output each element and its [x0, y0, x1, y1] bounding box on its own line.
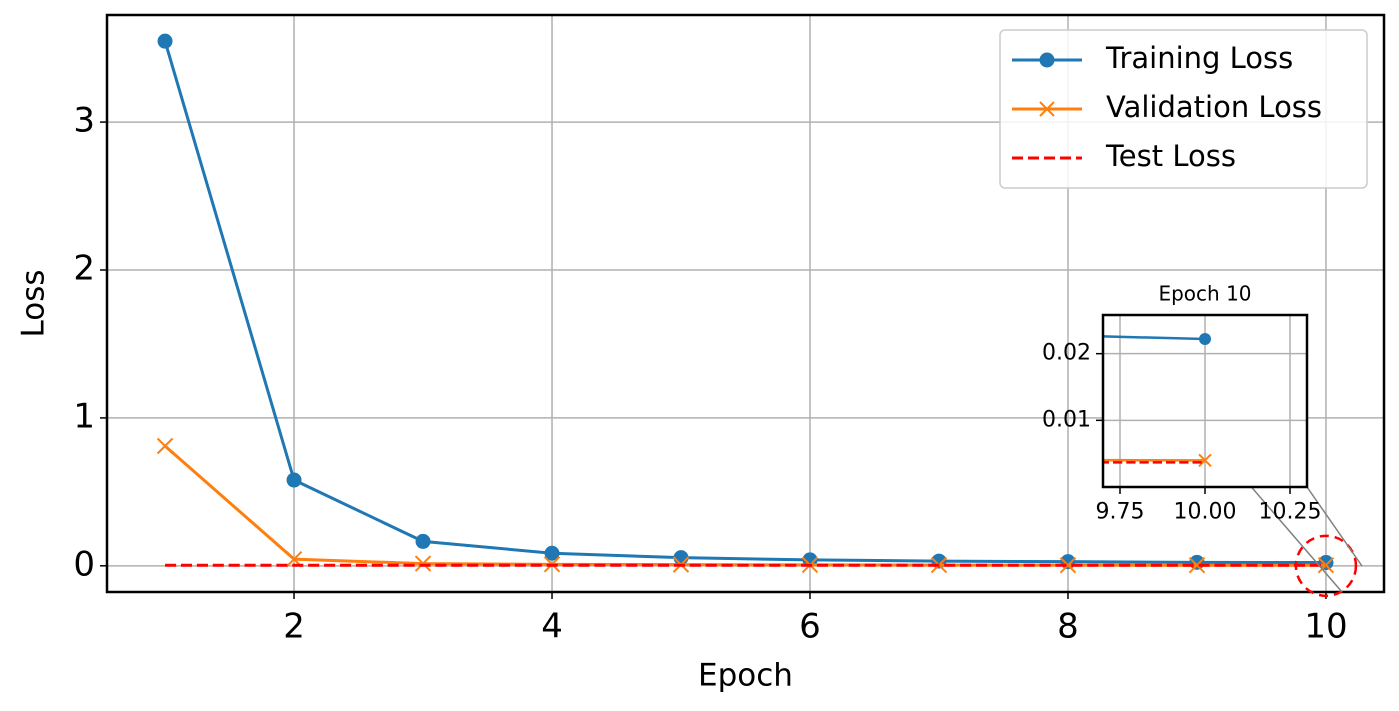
inset-title: Epoch 10 — [1158, 282, 1251, 306]
point — [157, 33, 173, 49]
point — [544, 545, 560, 561]
connector — [1306, 486, 1363, 567]
legend-marker — [1039, 101, 1055, 117]
point — [286, 472, 302, 488]
zoom-circle — [1294, 534, 1358, 598]
axes-frame — [1101, 313, 1309, 489]
point — [1060, 554, 1076, 570]
point — [1189, 554, 1205, 570]
point — [519, 451, 531, 463]
point — [1198, 453, 1212, 468]
x-tick-label: 8 — [1057, 606, 1079, 646]
point — [156, 437, 174, 455]
x-tick-label: 10 — [1304, 606, 1347, 646]
point — [1188, 557, 1206, 574]
point — [1059, 556, 1077, 574]
y-tick-label: 0.02 — [1042, 341, 1091, 366]
legend-box — [999, 29, 1368, 189]
x-tick-label: 6 — [799, 606, 821, 646]
point — [519, 294, 531, 306]
legend-marker — [1039, 52, 1055, 68]
point — [859, 454, 871, 466]
point — [415, 533, 431, 549]
point — [859, 324, 871, 336]
x-axis-label: Epoch — [698, 658, 793, 694]
x-tick-label: 9.75 — [1096, 500, 1145, 525]
series-line — [163, 40, 1326, 565]
x-tick-label: 2 — [283, 606, 305, 646]
legend-label: Training Loss — [1105, 41, 1293, 75]
y-tick-label: 1 — [73, 396, 95, 436]
point — [414, 555, 432, 572]
plot-series — [156, 33, 1335, 574]
x-tick-label: 4 — [541, 606, 563, 646]
point — [673, 550, 689, 566]
plot-series — [519, 294, 1212, 468]
y-tick-label: 0 — [73, 544, 95, 584]
legend-label: Validation Loss — [1106, 90, 1322, 124]
axes-frame — [105, 13, 1386, 594]
point — [1199, 333, 1211, 345]
x-tick-label: 10.00 — [1174, 500, 1237, 525]
x-tick-label: 10.25 — [1259, 500, 1322, 525]
y-axis-label: Loss — [16, 270, 52, 338]
y-tick-label: 2 — [73, 248, 95, 288]
y-tick-label: 0.01 — [1042, 407, 1091, 432]
y-tick-label: 3 — [73, 101, 95, 141]
legend-label: Test Loss — [1105, 139, 1236, 173]
